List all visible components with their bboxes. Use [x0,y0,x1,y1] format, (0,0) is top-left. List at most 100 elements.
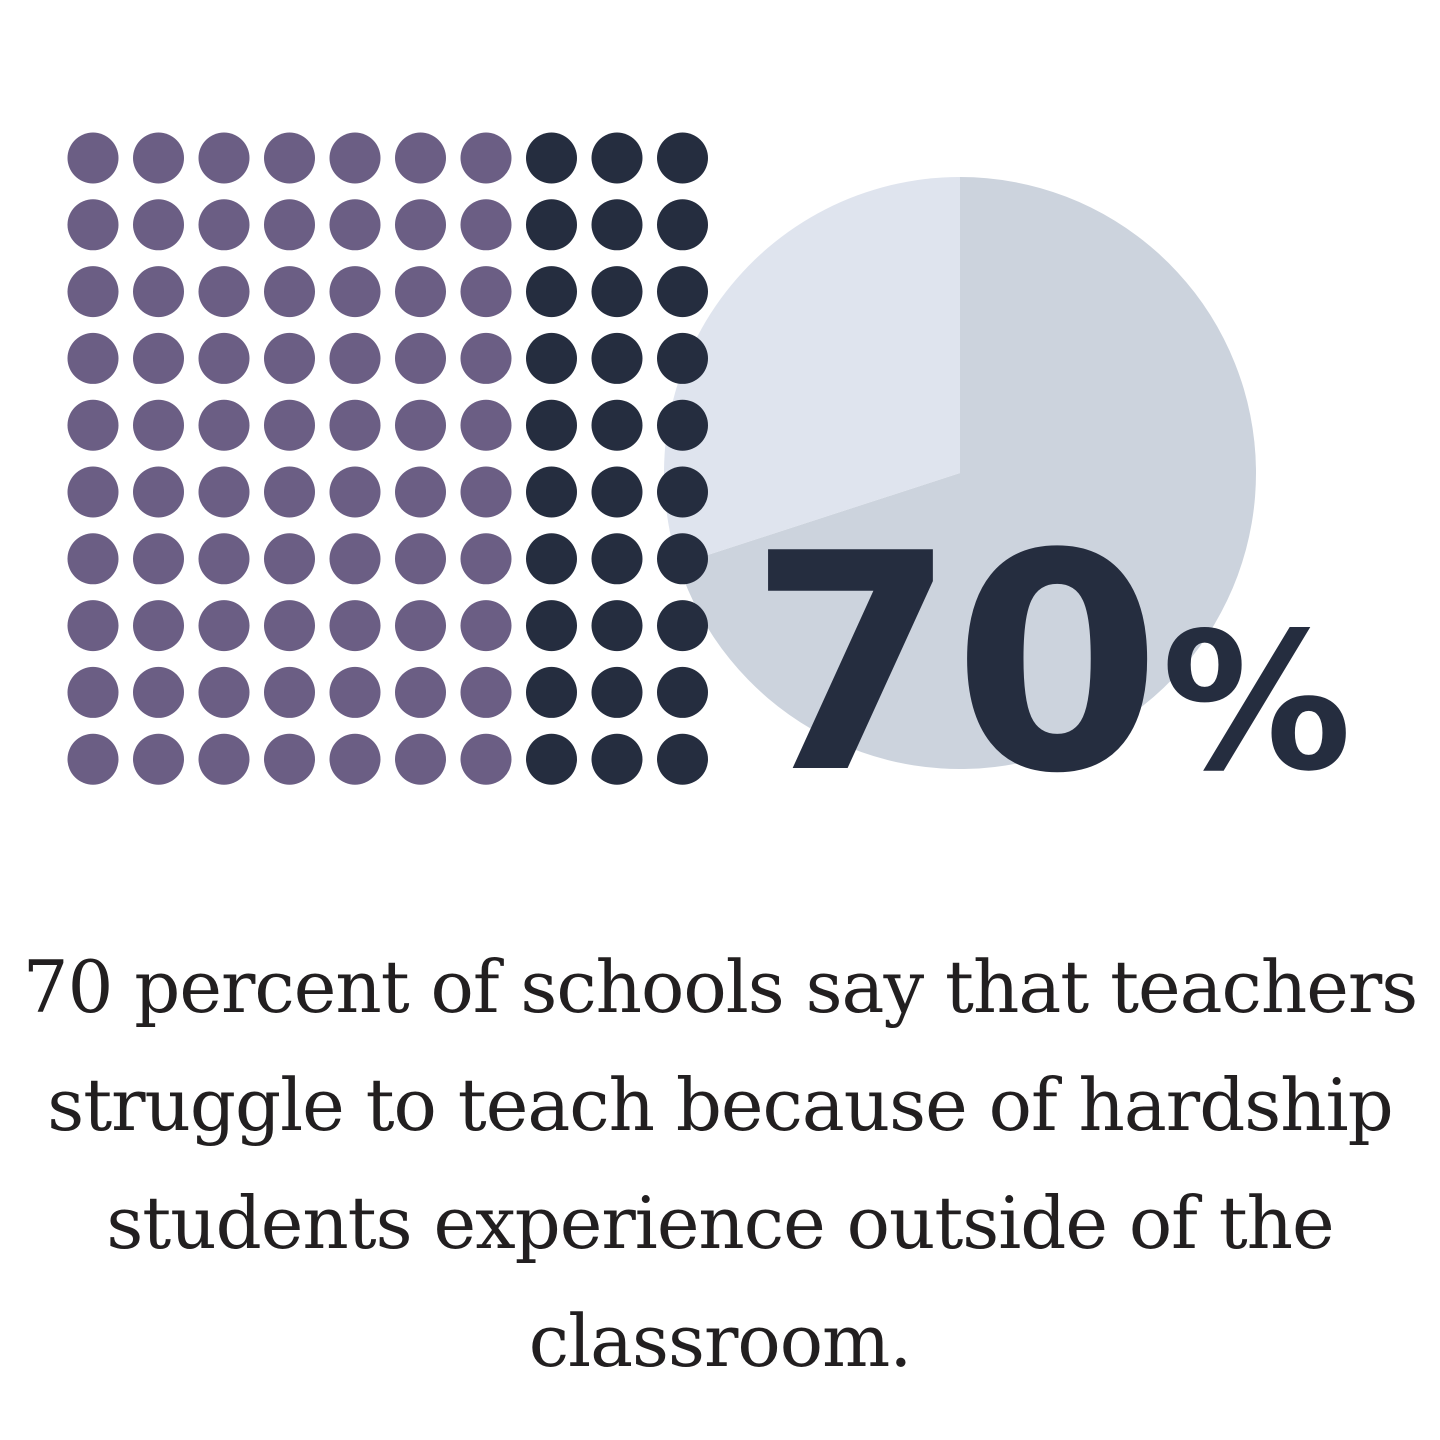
waffle-dot-rest [591,399,643,451]
waffle-dot-highlighted [460,132,512,184]
waffle-dot-rest [526,466,577,518]
waffle-dot-rest [657,600,708,652]
waffle-dot-highlighted [395,199,446,251]
infographic-chart [67,132,1257,785]
waffle-dot-rest [526,600,577,652]
waffle-dot-highlighted [460,533,512,585]
waffle-dot-highlighted [133,399,184,451]
waffle-dot-highlighted [67,466,119,518]
waffle-dot-highlighted [329,399,381,451]
waffle-dot-highlighted [198,199,250,251]
waffle-dot-highlighted [460,600,512,652]
waffle-dot-rest [657,533,708,585]
waffle-dot-highlighted [198,399,250,451]
waffle-dot-highlighted [198,266,250,318]
headline-value: 70 [748,490,1161,839]
waffle-dot-rest [526,132,577,184]
waffle-dot-highlighted [329,600,381,652]
waffle-dot-highlighted [460,332,512,384]
waffle-dot-highlighted [198,332,250,384]
waffle-dot-rest [657,733,708,785]
waffle-dot-highlighted [329,132,381,184]
waffle-dot-rest [526,332,577,384]
waffle-dot-rest [657,199,708,251]
waffle-dot-rest [657,666,708,718]
waffle-dot-highlighted [264,132,315,184]
waffle-dot-highlighted [198,466,250,518]
waffle-dot-rest [591,600,643,652]
waffle-dot-highlighted [395,466,446,518]
waffle-dot-rest [657,266,708,318]
waffle-dot-rest [526,266,577,318]
waffle-dot-highlighted [133,600,184,652]
waffle-dot-highlighted [264,399,315,451]
waffle-dot-highlighted [395,399,446,451]
waffle-dot-highlighted [395,733,446,785]
waffle-dot-rest [591,666,643,718]
waffle-dot-highlighted [67,600,119,652]
waffle-dot-highlighted [198,132,250,184]
waffle-dot-highlighted [133,533,184,585]
pie-slice-1 [678,177,1257,769]
waffle-dot-rest [591,466,643,518]
waffle-dot-highlighted [67,132,119,184]
waffle-dot-rest [657,332,708,384]
waffle-dot-highlighted [133,733,184,785]
caption-text: 70 percent of schools say that teachers … [22,945,1418,1383]
waffle-dot-highlighted [133,266,184,318]
waffle-dot-highlighted [395,600,446,652]
waffle-dot-highlighted [198,600,250,652]
waffle-dot-rest [657,466,708,518]
waffle-dot-highlighted [329,466,381,518]
waffle-dot-highlighted [133,666,184,718]
waffle-dot-highlighted [264,733,315,785]
waffle-dot-highlighted [329,533,381,585]
waffle-dot-rest [526,399,577,451]
waffle-dot-highlighted [329,266,381,318]
waffle-dot-highlighted [67,399,119,451]
waffle-dot-highlighted [133,332,184,384]
waffle-dot-rest [657,132,708,184]
waffle-dot-rest [526,733,577,785]
waffle-dot-rest [591,266,643,318]
waffle-dot-highlighted [329,733,381,785]
waffle-dot-highlighted [460,733,512,785]
waffle-dot-highlighted [67,666,119,718]
waffle-dot-highlighted [67,266,119,318]
waffle-dot-highlighted [264,266,315,318]
waffle-dot-highlighted [264,466,315,518]
waffle-chart [67,132,708,785]
waffle-dot-rest [591,533,643,585]
waffle-dot-rest [657,399,708,451]
waffle-dot-highlighted [67,199,119,251]
waffle-dot-highlighted [133,199,184,251]
pie-chart [664,177,1257,769]
waffle-dot-highlighted [460,666,512,718]
waffle-dot-highlighted [329,666,381,718]
waffle-dot-highlighted [395,666,446,718]
headline-percent: 70% [748,515,1352,815]
waffle-dot-highlighted [133,466,184,518]
waffle-dot-highlighted [460,199,512,251]
waffle-dot-rest [591,199,643,251]
waffle-dot-highlighted [198,666,250,718]
headline-unit: % [1161,592,1351,813]
pie-slice-2 [664,177,960,565]
waffle-dot-rest [526,666,577,718]
waffle-dot-highlighted [460,266,512,318]
waffle-dot-highlighted [395,332,446,384]
waffle-dot-highlighted [460,399,512,451]
waffle-dot-highlighted [264,533,315,585]
waffle-dot-highlighted [395,266,446,318]
waffle-dot-highlighted [133,132,184,184]
waffle-dot-highlighted [329,199,381,251]
waffle-dot-highlighted [198,533,250,585]
waffle-dot-rest [526,533,577,585]
waffle-dot-highlighted [198,733,250,785]
waffle-dot-highlighted [264,600,315,652]
waffle-dot-highlighted [329,332,381,384]
waffle-dot-highlighted [264,332,315,384]
waffle-dot-highlighted [395,533,446,585]
waffle-dot-rest [591,733,643,785]
waffle-dot-highlighted [395,132,446,184]
